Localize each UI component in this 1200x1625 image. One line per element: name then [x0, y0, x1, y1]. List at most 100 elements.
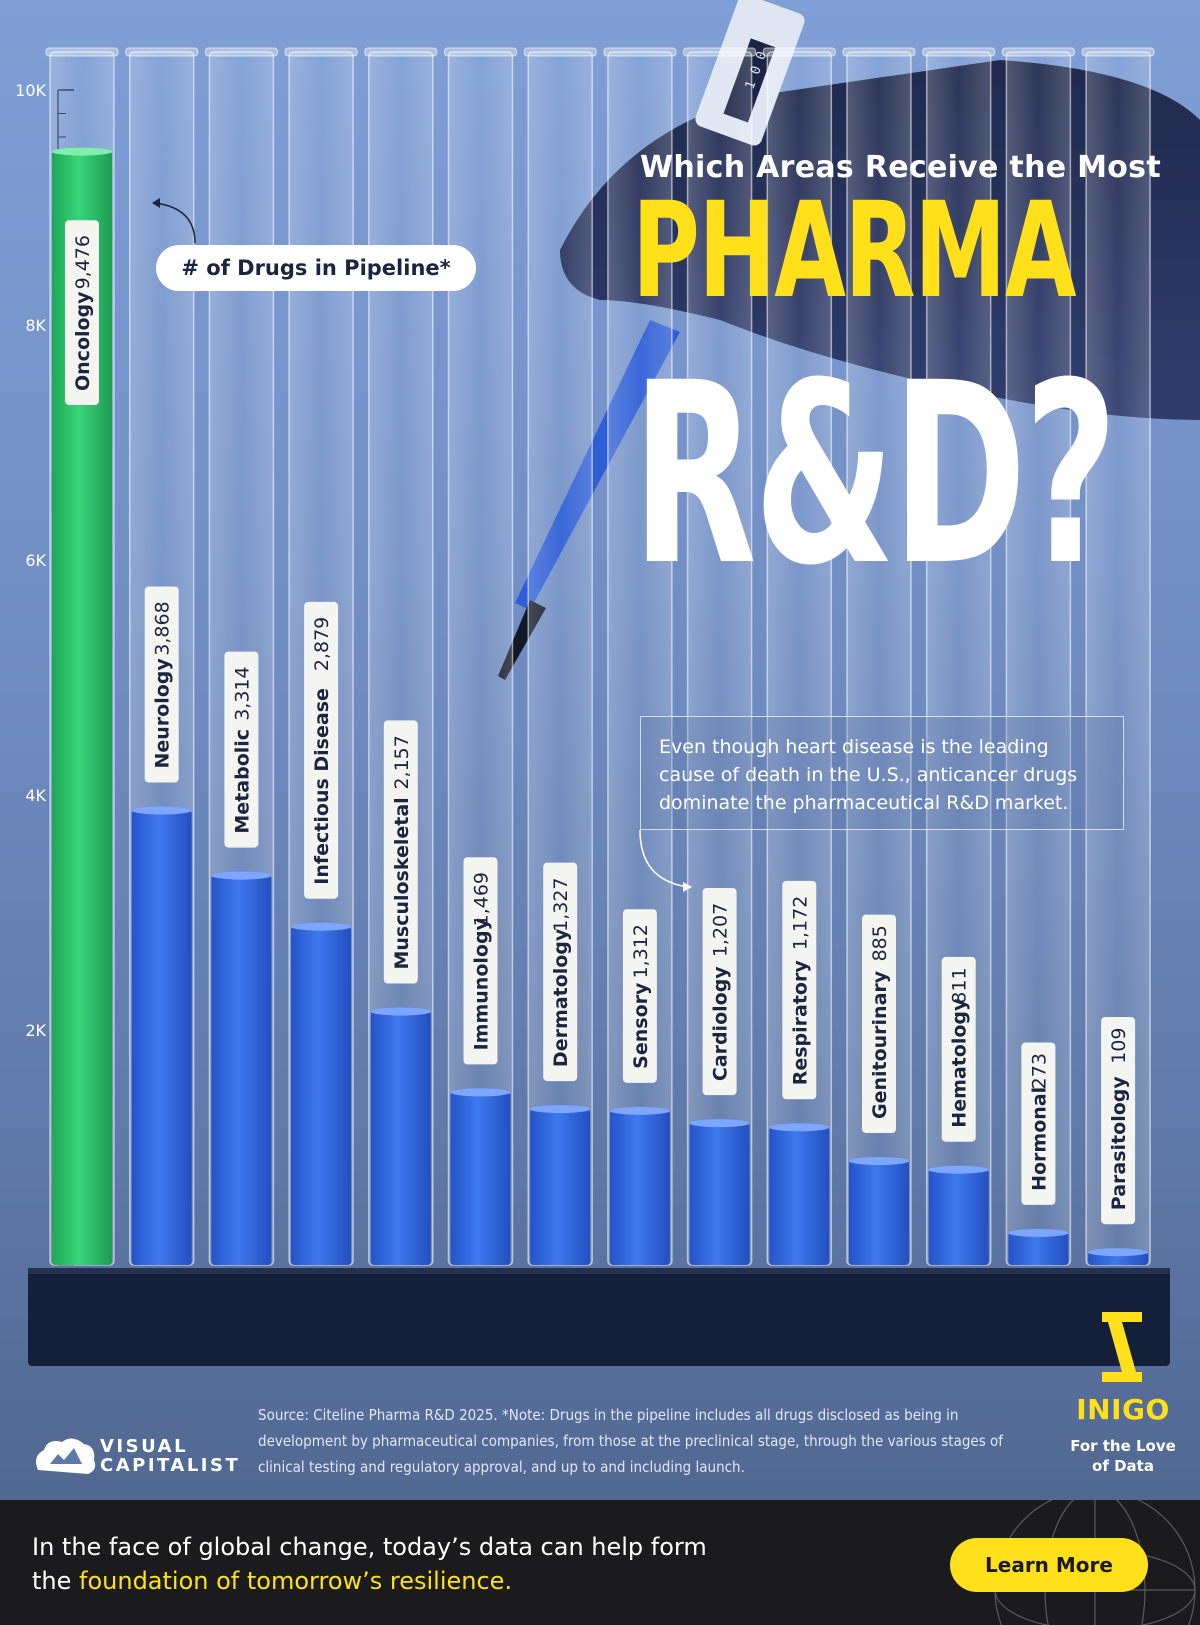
visual-capitalist-wordmark: VISUAL CAPITALIST	[100, 1437, 250, 1475]
bar-value-label: 1,207	[710, 903, 732, 957]
test-tube-rim	[364, 47, 438, 57]
inigo-logo-icon	[1102, 1312, 1142, 1382]
bar-label: Musculoskeletal 2,157	[391, 735, 413, 969]
bar	[769, 1127, 830, 1265]
bar-value-label: 1,172	[789, 896, 811, 950]
bar-value-label: 2,879	[311, 617, 333, 671]
test-tube-rim	[842, 47, 916, 57]
test-tube-rim	[1081, 47, 1155, 57]
bar-meniscus	[211, 871, 272, 880]
bar-label-bg	[304, 601, 339, 899]
bar-label: Infectious Disease 2,879	[311, 617, 333, 885]
footer-text-highlight: foundation of tomorrow’s resilience.	[79, 1567, 513, 1595]
bar-value-label: 1,469	[471, 872, 493, 926]
bars	[52, 147, 1149, 1265]
bar-label-bg	[1021, 1042, 1056, 1205]
test-tube-rim	[444, 47, 517, 57]
bar-category-label: Metabolic	[231, 729, 253, 834]
bar-label: Neurology 3,868	[152, 601, 174, 768]
bar	[530, 1109, 591, 1265]
legend-label: # of Drugs in Pipeline*	[156, 245, 476, 291]
bar-category-label: Infectious Disease	[311, 688, 333, 885]
title-pharma: PHARMA	[632, 174, 1077, 328]
bar-label: Genitourinary 885	[869, 925, 891, 1119]
footer-text-plain: In the face of global change, today’s da…	[32, 1533, 707, 1595]
learn-more-button[interactable]: Learn More	[950, 1538, 1148, 1592]
bar-label-bg	[224, 651, 259, 848]
visual-capitalist-logo-icon	[36, 1438, 96, 1474]
title-rd: R&D?	[632, 329, 1118, 620]
bar-value-label: 273	[1028, 1053, 1050, 1089]
test-tube-rim	[1001, 47, 1075, 57]
inigo-tagline: For the Love of Data	[1070, 1437, 1176, 1475]
bar	[1008, 1232, 1069, 1265]
bar-meniscus	[1088, 1248, 1149, 1257]
y-tick-label: 10K	[15, 81, 46, 100]
bar	[131, 810, 192, 1265]
bar-category-label: Hormonal	[1028, 1087, 1050, 1191]
bar-value-label: 3,314	[231, 666, 253, 720]
vc-line1: VISUAL	[100, 1436, 189, 1457]
y-tick-label: 4K	[25, 786, 46, 805]
bar-meniscus	[689, 1119, 750, 1128]
bar-label-bg	[383, 720, 418, 984]
source-note: Source: Citeline Pharma R&D 2025. *Note:…	[258, 1406, 1004, 1476]
vc-line2: CAPITALIST	[100, 1455, 241, 1476]
bar-label: Metabolic 3,314	[231, 666, 253, 833]
bar-category-label: Musculoskeletal	[391, 797, 413, 969]
bar	[849, 1161, 909, 1265]
bar-meniscus	[769, 1123, 830, 1132]
test-tube-rim	[125, 47, 199, 57]
bar	[52, 151, 112, 1265]
bar-meniscus	[291, 922, 352, 931]
test-tube	[527, 51, 593, 1266]
test-tube-rim	[922, 47, 996, 57]
bar-meniscus	[928, 1165, 989, 1174]
tube-rack	[28, 1268, 1170, 1366]
annotation-arrow	[639, 829, 692, 892]
bar-meniscus	[609, 1106, 670, 1115]
test-tube	[447, 51, 514, 1266]
bar-category-label: Genitourinary	[869, 970, 891, 1119]
test-tube-rim	[603, 47, 677, 57]
bar-meniscus	[131, 806, 192, 815]
bar-value-label: 811	[949, 967, 971, 1003]
test-tube-rim	[284, 47, 358, 57]
bar-category-label: Sensory	[630, 982, 652, 1069]
bar-label-bg	[941, 956, 976, 1142]
bar-label-bg	[463, 857, 498, 1065]
title-subtitle: Which Areas Receive the Most	[640, 150, 1161, 185]
bar-value-label: 2,157	[391, 735, 413, 789]
bar-label-bg	[702, 887, 737, 1096]
test-tube-rim	[45, 47, 119, 57]
bar	[450, 1092, 511, 1265]
bar-label-bg	[622, 909, 657, 1083]
test-tube-rim	[204, 47, 278, 57]
bar-category-label: Hematology	[949, 998, 971, 1128]
bar-value-label: 1,327	[550, 877, 572, 931]
bar-category-label: Cardiology	[710, 966, 732, 1081]
bar-meniscus	[1008, 1228, 1069, 1237]
bar-category-label: Respiratory	[789, 960, 811, 1086]
bar-meniscus	[849, 1157, 909, 1166]
bar-value-label: 109	[1108, 1028, 1130, 1064]
inigo-wordmark: INIGO	[1076, 1393, 1170, 1426]
footer-banner: In the face of global change, today’s da…	[0, 1500, 1200, 1625]
bar-label-bg	[65, 220, 99, 405]
bar-meniscus	[52, 147, 112, 156]
bar-label-bg	[782, 880, 817, 1100]
bar-category-label: Oncology	[72, 291, 94, 391]
bar-meniscus	[450, 1088, 511, 1097]
bar	[370, 1011, 431, 1265]
bar-label-bg	[543, 862, 578, 1082]
bar-category-label: Parasitology	[1108, 1076, 1130, 1211]
bar-value-label: 1,312	[630, 924, 652, 978]
bar-label-bg	[144, 586, 179, 783]
bar-label-bg	[862, 914, 896, 1134]
